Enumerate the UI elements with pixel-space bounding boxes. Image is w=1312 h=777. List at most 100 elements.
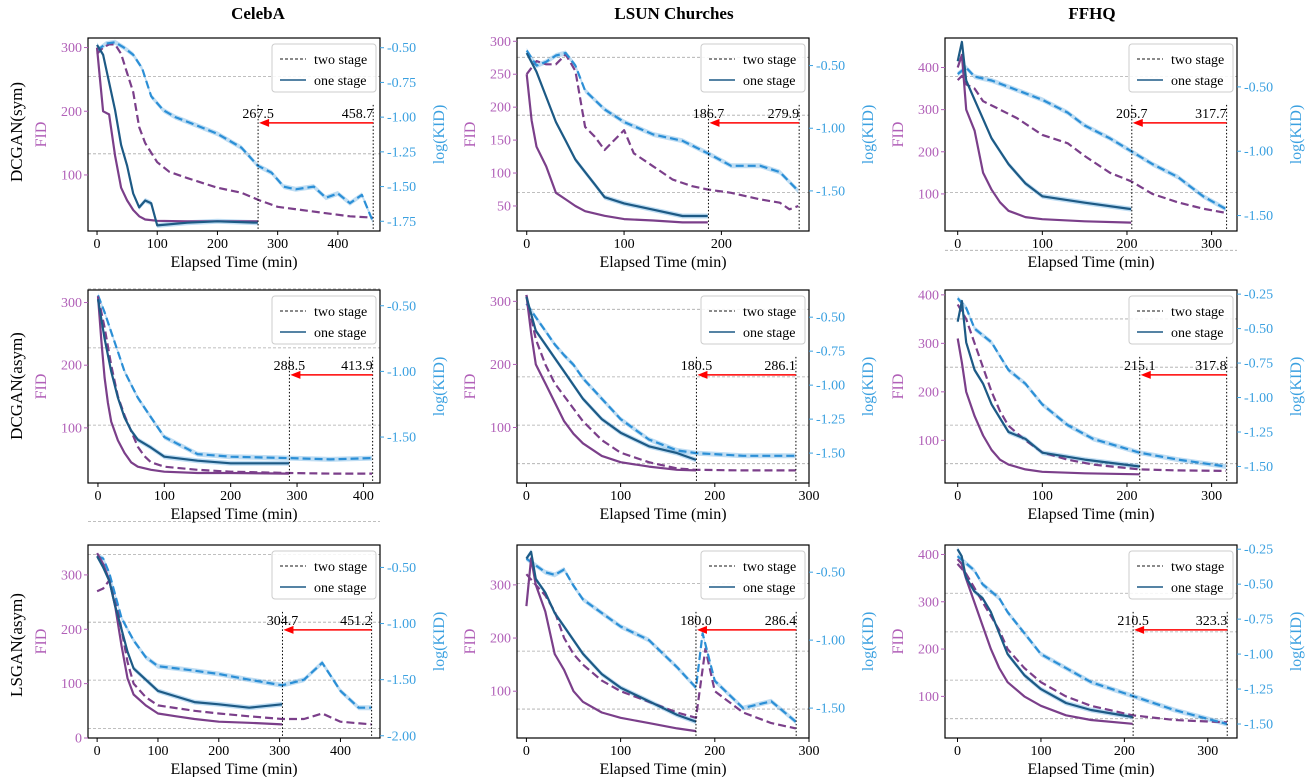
legend-two-stage-label: two stage bbox=[743, 53, 796, 68]
y2-tick-label: -0.50 bbox=[1244, 322, 1273, 337]
x-tick-label: 300 bbox=[1201, 489, 1222, 504]
x-tick-label: 300 bbox=[1201, 237, 1222, 252]
y2-tick-label: -1.50 bbox=[387, 180, 416, 195]
x-tick-label: 0 bbox=[523, 237, 530, 252]
y1-axis-label: FID bbox=[890, 122, 907, 148]
one-stage-end-label: 180.0 bbox=[680, 614, 712, 629]
y2-tick-label: -1.75 bbox=[387, 215, 416, 230]
fid-one-stage-line bbox=[956, 338, 1140, 476]
fid-one-stage-line bbox=[96, 296, 290, 475]
kid-one-stage-line bbox=[525, 296, 697, 461]
two-stage-end-label: 451.2 bbox=[340, 614, 372, 629]
x-tick-label: 0 bbox=[523, 744, 530, 759]
x-tick-label: 200 bbox=[207, 237, 228, 252]
y1-tick-label: 200 bbox=[490, 358, 511, 373]
x-axis-label: Elapsed Time (min) bbox=[599, 761, 726, 777]
fid-two-stage-line bbox=[525, 53, 799, 211]
y2-tick-label: -1.00 bbox=[1244, 145, 1273, 160]
kid-one-stage-line bbox=[956, 299, 1140, 468]
y1-tick-label: 200 bbox=[61, 359, 82, 374]
kid-one-stage-line bbox=[96, 555, 283, 709]
fid-one-stage-line bbox=[525, 557, 697, 733]
y1-tick-label: 100 bbox=[61, 677, 82, 692]
x-tick-label: 400 bbox=[353, 489, 374, 504]
fid-one-stage-line bbox=[525, 294, 697, 472]
x-tick-label: 100 bbox=[614, 237, 635, 252]
y2-tick-label: -0.25 bbox=[1244, 543, 1273, 558]
y2-axis-label: log(KID) bbox=[860, 105, 877, 165]
x-tick-label: 200 bbox=[1114, 744, 1135, 759]
axes-frame bbox=[944, 289, 1238, 484]
y2-axis-label: log(KID) bbox=[431, 357, 448, 417]
legend-two-stage-label: two stage bbox=[743, 305, 796, 320]
y1-axis-label: FID bbox=[33, 629, 50, 655]
x-tick-label: 200 bbox=[1116, 237, 1137, 252]
kid-two-stage-line bbox=[956, 555, 1228, 726]
x-tick-label: 100 bbox=[610, 744, 631, 759]
legend-two-stage-label: two stage bbox=[1171, 53, 1224, 68]
x-tick-label: 0 bbox=[94, 744, 101, 759]
x-axis-label: Elapsed Time (min) bbox=[1027, 761, 1154, 777]
x-tick-label: 400 bbox=[330, 744, 351, 759]
y1-tick-label: 300 bbox=[918, 337, 939, 352]
y1-tick-label: 400 bbox=[918, 548, 939, 563]
x-tick-label: 100 bbox=[147, 744, 168, 759]
speedup-arrowhead bbox=[259, 118, 270, 127]
y1-tick-label: 300 bbox=[490, 578, 511, 593]
x-axis-label: Elapsed Time (min) bbox=[170, 761, 297, 777]
legend-one-stage-label: one stage bbox=[1171, 74, 1223, 89]
y2-tick-label: -0.50 bbox=[816, 59, 845, 74]
two-stage-end-label: 286.1 bbox=[764, 359, 796, 374]
legend-one-stage-label: one stage bbox=[743, 581, 795, 596]
axes-frame bbox=[87, 289, 381, 484]
one-stage-end-label: 267.5 bbox=[242, 107, 274, 122]
legend-one-stage-label: one stage bbox=[314, 326, 366, 341]
y1-axis-label: FID bbox=[33, 122, 50, 148]
kid-one-stage-line bbox=[956, 40, 1132, 211]
speedup-arrowhead bbox=[709, 118, 720, 127]
y1-tick-label: 100 bbox=[490, 685, 511, 700]
legend-two-stage-label: two stage bbox=[743, 560, 796, 575]
y2-axis-label: log(KID) bbox=[1288, 612, 1305, 672]
y1-tick-label: 200 bbox=[918, 145, 939, 160]
y1-tick-label: 200 bbox=[490, 632, 511, 647]
y1-tick-label: 100 bbox=[918, 187, 939, 202]
y1-tick-label: 200 bbox=[490, 101, 511, 116]
axes-frame bbox=[87, 37, 381, 232]
y2-tick-label: -2.00 bbox=[387, 729, 416, 744]
fid-two-stage-line bbox=[96, 579, 372, 726]
legend-one-stage-label: one stage bbox=[314, 74, 366, 89]
speedup-arrowhead bbox=[283, 625, 294, 634]
two-stage-end-label: 458.7 bbox=[342, 107, 374, 122]
fid-two-stage-line bbox=[956, 303, 1227, 472]
axes-frame bbox=[516, 37, 810, 232]
one-stage-end-label: 180.5 bbox=[681, 359, 713, 374]
y2-tick-label: -1.50 bbox=[1244, 209, 1273, 224]
y1-axis-label: FID bbox=[462, 122, 479, 148]
legend-two-stage-label: two stage bbox=[1171, 305, 1224, 320]
y2-axis-label: log(KID) bbox=[431, 105, 448, 165]
kid-two-stage-line bbox=[96, 41, 374, 222]
y1-tick-label: 200 bbox=[61, 623, 82, 638]
y2-tick-label: -0.50 bbox=[1244, 80, 1273, 95]
y2-tick-label: -0.75 bbox=[1244, 613, 1273, 628]
x-tick-label: 300 bbox=[799, 489, 820, 504]
two-stage-end-label: 317.8 bbox=[1195, 359, 1227, 374]
speedup-arrowhead bbox=[1132, 118, 1143, 127]
two-stage-end-label: 413.9 bbox=[341, 359, 373, 374]
x-tick-label: 200 bbox=[704, 489, 725, 504]
y2-tick-label: -1.50 bbox=[816, 702, 845, 717]
y2-axis-label: log(KID) bbox=[860, 357, 877, 417]
legend-one-stage-label: one stage bbox=[743, 326, 795, 341]
axes-frame bbox=[944, 544, 1238, 739]
y1-tick-label: 0 bbox=[75, 732, 82, 747]
fid-two-stage-line bbox=[956, 74, 1227, 214]
y2-tick-label: -0.75 bbox=[387, 76, 416, 91]
x-tick-label: 300 bbox=[267, 237, 288, 252]
x-tick-label: 0 bbox=[954, 237, 961, 252]
kid-one-stage-band bbox=[97, 553, 283, 711]
y1-tick-label: 300 bbox=[61, 41, 82, 56]
y1-tick-label: 300 bbox=[918, 103, 939, 118]
y2-tick-label: -1.00 bbox=[1244, 391, 1273, 406]
x-tick-label: 0 bbox=[523, 489, 530, 504]
